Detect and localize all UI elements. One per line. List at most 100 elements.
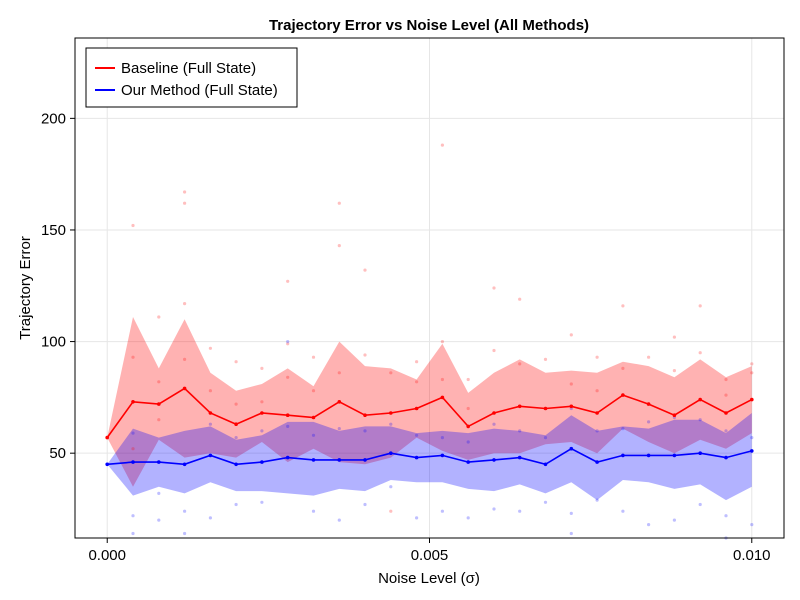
series-2-scatter-point — [569, 531, 573, 536]
series-2-point — [698, 451, 702, 456]
series-2-scatter-point — [621, 509, 625, 513]
series-2-scatter-point — [647, 420, 651, 424]
series-1-scatter-point — [466, 377, 470, 382]
series-1-scatter-point — [440, 377, 444, 382]
mean-lines — [105, 386, 754, 467]
series-2-scatter-point — [157, 491, 161, 495]
x-tick-label: 0.005 — [411, 547, 449, 564]
series-1-point — [182, 386, 187, 391]
series-2-scatter-point — [311, 509, 316, 513]
series-1-scatter-point — [440, 340, 444, 344]
series-1-scatter-point — [724, 377, 728, 382]
series-2-scatter-point — [286, 424, 290, 428]
series-2-scatter-point — [131, 514, 135, 518]
series-2-point — [414, 455, 419, 460]
series-2-point — [750, 449, 754, 453]
series-2-scatter-point — [234, 436, 238, 440]
axis-ticks: 0.000 0.005 0.010 50 100 150 200 — [41, 110, 771, 564]
series-2-scatter-point — [724, 429, 728, 433]
series-2-point — [646, 453, 651, 458]
series-2-point — [440, 453, 445, 458]
series-2-scatter-point — [698, 502, 702, 507]
series-1-scatter-point — [595, 355, 599, 359]
series-1-point — [646, 402, 651, 406]
series-2-scatter-point — [286, 340, 290, 344]
series-2-scatter-point — [234, 502, 238, 507]
series-2-scatter-point — [466, 516, 470, 520]
series-1-scatter-point — [621, 366, 625, 370]
legend: Baseline (Full State) Our Method (Full St… — [85, 47, 298, 108]
series-1-scatter-point — [157, 380, 161, 384]
series-2-scatter-point — [750, 523, 754, 527]
series-1-scatter-point — [311, 389, 316, 393]
series-1-point — [311, 415, 316, 420]
series-1-scatter-point — [518, 362, 522, 366]
series-1-point — [414, 406, 419, 411]
series-2-scatter-point — [415, 516, 419, 520]
series-1-scatter-point — [157, 418, 161, 422]
series-2-point — [260, 460, 264, 464]
series-2-line — [107, 447, 753, 466]
series-1-point — [698, 397, 702, 402]
series-1-scatter-point — [492, 348, 496, 353]
series-1-scatter-point — [389, 371, 393, 375]
legend-label: Our Method (Full State) — [121, 82, 278, 99]
series-1-point — [389, 411, 393, 415]
series-2-point — [157, 460, 161, 464]
series-1-scatter-point — [363, 268, 367, 272]
series-1-scatter-point — [492, 286, 496, 290]
series-1-scatter-point — [698, 351, 702, 355]
series-2-scatter-point — [363, 502, 367, 507]
series-1-scatter-point — [543, 357, 548, 361]
series-1-scatter-point — [131, 355, 135, 359]
series-2-scatter-point — [157, 518, 161, 522]
series-2-scatter-point — [183, 509, 187, 513]
series-1-point — [131, 400, 135, 404]
series-1-scatter-point — [208, 346, 212, 350]
y-tick-label: 50 — [49, 445, 66, 462]
series-2-point — [466, 460, 471, 464]
series-1-scatter-point — [595, 389, 599, 393]
series-2-scatter-point — [440, 436, 444, 440]
series-2-scatter-point — [647, 523, 651, 527]
series-2-scatter-point — [492, 507, 496, 511]
series-1-scatter-point — [750, 371, 754, 375]
series-2-scatter-point — [518, 509, 522, 513]
series-2-scatter-point — [595, 429, 599, 433]
series-1-scatter-point — [337, 371, 341, 375]
series-2-scatter-point — [543, 436, 548, 440]
y-axis-label: Trajectory Error — [17, 236, 34, 340]
series-2-scatter-point — [415, 433, 419, 437]
series-2-scatter-point — [621, 427, 625, 431]
series-2-scatter-point — [363, 429, 367, 433]
series-2-point — [285, 455, 290, 460]
series-2-point — [337, 458, 342, 462]
grid — [75, 38, 784, 538]
series-2-scatter-point — [337, 427, 341, 431]
series-2-scatter-point — [260, 500, 264, 504]
series-1-scatter-point — [569, 333, 573, 337]
series-2-point — [182, 462, 187, 467]
chart-title: Trajectory Error vs Noise Level (All Met… — [269, 17, 589, 34]
series-1-scatter-point — [183, 201, 187, 205]
series-1-scatter-point — [260, 400, 264, 404]
series-1-scatter-point — [621, 304, 625, 308]
series-1-point — [724, 411, 728, 415]
series-2-scatter-point — [672, 518, 677, 522]
series-1-scatter-point — [131, 223, 135, 228]
series-1-scatter-point — [286, 375, 290, 379]
series-1-scatter-point — [131, 447, 135, 451]
series-2-point — [517, 455, 522, 460]
series-1-point — [157, 402, 161, 406]
series-1-scatter-point — [518, 297, 522, 301]
series-1-point — [260, 411, 264, 415]
series-2-point — [672, 453, 677, 458]
series-1-point — [234, 422, 238, 427]
series-1-scatter-point — [157, 315, 161, 319]
y-tick-label: 200 — [41, 110, 66, 127]
series-1-point — [672, 413, 677, 418]
series-1-point — [595, 411, 599, 415]
x-tick-label: 0.010 — [733, 547, 771, 564]
series-2-scatter-point — [131, 431, 135, 435]
series-1-scatter-point — [311, 355, 316, 359]
